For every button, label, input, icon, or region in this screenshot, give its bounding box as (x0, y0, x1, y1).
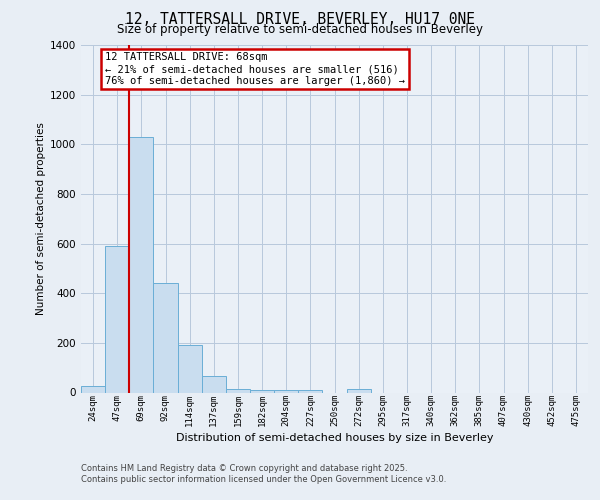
Bar (298, 390, 322, 392)
Bar (105, 246, 129, 392)
Bar (129, 137, 154, 392)
Text: 12 TATTERSALL DRIVE: 68sqm
← 21% of semi-detached houses are smaller (516)
76% o: 12 TATTERSALL DRIVE: 68sqm ← 21% of semi… (105, 52, 405, 86)
Bar (81, 386, 105, 392)
Bar (202, 376, 226, 392)
Y-axis label: Number of semi-detached properties: Number of semi-detached properties (36, 122, 46, 315)
Bar (347, 389, 371, 392)
Bar (154, 284, 178, 393)
X-axis label: Distribution of semi-detached houses by size in Beverley: Distribution of semi-detached houses by … (176, 433, 493, 443)
Bar (250, 390, 274, 392)
Bar (226, 389, 250, 392)
Text: 12, TATTERSALL DRIVE, BEVERLEY, HU17 0NE: 12, TATTERSALL DRIVE, BEVERLEY, HU17 0NE (125, 12, 475, 28)
Bar (178, 346, 202, 393)
Text: Contains HM Land Registry data © Crown copyright and database right 2025.: Contains HM Land Registry data © Crown c… (81, 464, 407, 473)
Bar (274, 390, 298, 392)
Text: Size of property relative to semi-detached houses in Beverley: Size of property relative to semi-detach… (117, 22, 483, 36)
Text: Contains public sector information licensed under the Open Government Licence v3: Contains public sector information licen… (81, 475, 446, 484)
